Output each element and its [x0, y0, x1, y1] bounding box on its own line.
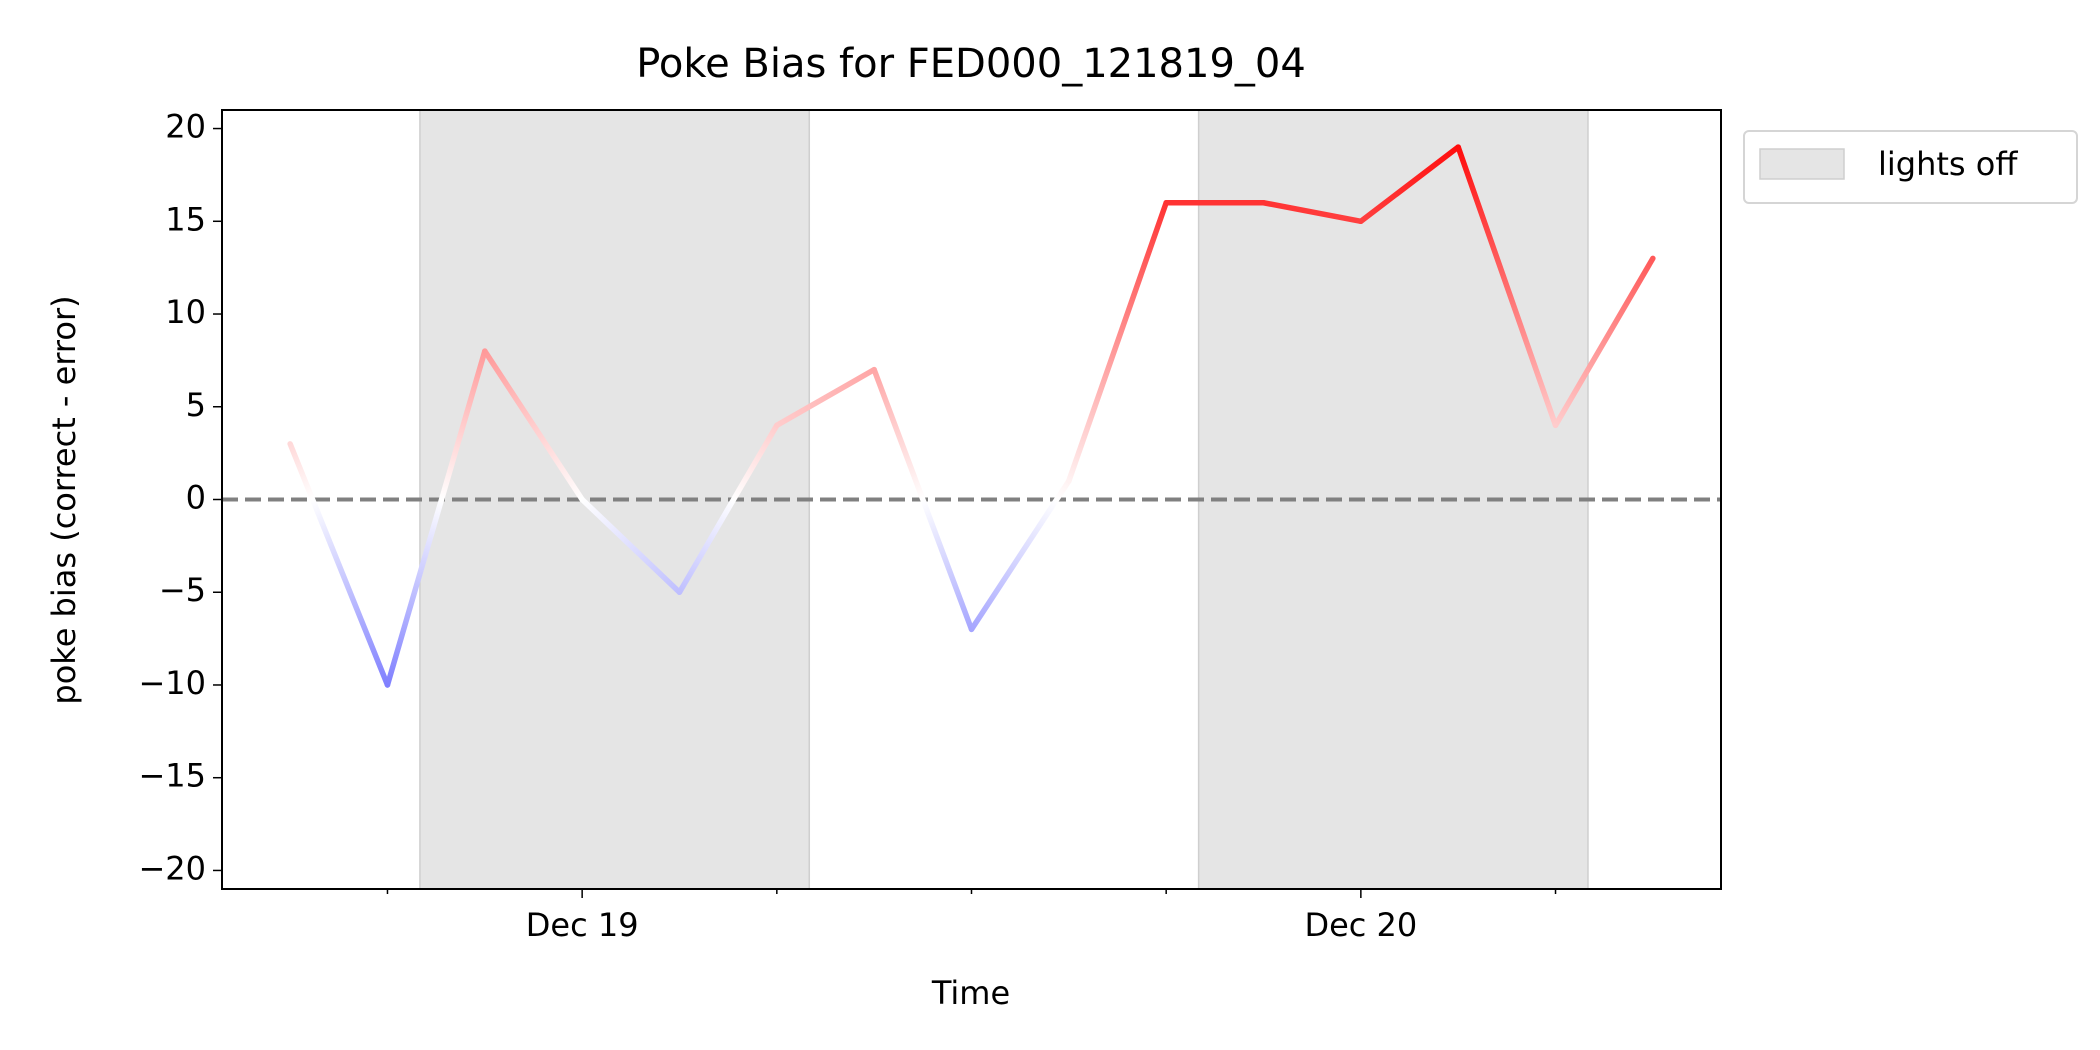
y-tick-label: −15: [138, 757, 206, 795]
line-segment: [1066, 199, 1169, 484]
y-tick-label: −5: [159, 571, 206, 609]
x-tick-label: Dec 20: [1304, 906, 1417, 944]
legend-swatch: [1759, 148, 1845, 180]
line-segment: [1455, 144, 1559, 429]
line-segment: [968, 478, 1072, 633]
y-tick-label: 10: [165, 293, 206, 331]
y-tick-label: −20: [138, 849, 206, 887]
line-segment: [871, 366, 975, 633]
x-axis-label: Time: [931, 974, 1010, 1012]
line-segment: [676, 422, 780, 595]
line-segment: [482, 348, 585, 503]
y-tick-label: 5: [186, 386, 206, 424]
plot-frame: [221, 109, 1722, 890]
x-tick-label: Dec 19: [526, 906, 639, 944]
legend-label: lights off: [1878, 145, 2018, 183]
line-segment: [579, 496, 683, 595]
y-tick-label: 15: [165, 200, 206, 238]
y-tick-label: 20: [165, 108, 206, 146]
y-tick-label: −10: [138, 664, 206, 702]
y-tick-label: 0: [186, 479, 206, 517]
line-segment: [384, 348, 488, 688]
y-axis-label: poke bias (correct - error): [45, 295, 83, 704]
line-segment: [1552, 255, 1656, 429]
line-segment: [1260, 199, 1364, 225]
line-segment: [774, 366, 877, 429]
line-segment: [1358, 144, 1461, 225]
line-segment: [287, 441, 391, 688]
chart-title: Poke Bias for FED000_121819_04: [636, 41, 1306, 87]
